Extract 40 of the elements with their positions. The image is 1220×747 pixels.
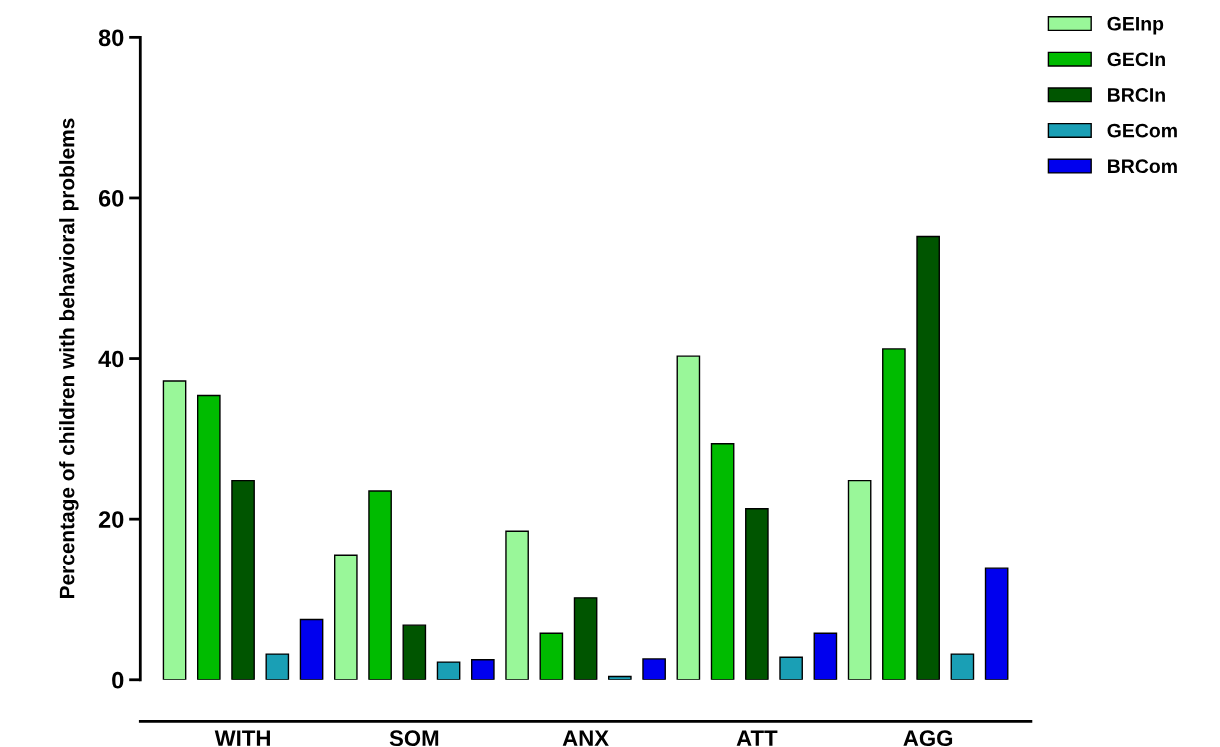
bar — [231, 479, 255, 680]
y-tick-label: 80 — [98, 29, 124, 47]
bar — [265, 653, 290, 680]
bar — [950, 653, 975, 680]
bar — [471, 658, 495, 680]
legend-label: GECIn — [1107, 52, 1165, 67]
bar — [368, 490, 392, 680]
y-axis-title: Percentage of children with behavioral problems — [59, 118, 79, 598]
x-tick-label: ATT — [736, 730, 778, 746]
x-tick-label: SOM — [389, 730, 439, 747]
x-tick-label: ANX — [562, 730, 609, 746]
bar — [916, 235, 940, 680]
bar — [539, 632, 564, 680]
x-tick-label: AGG — [903, 730, 953, 747]
bar — [436, 661, 461, 680]
bar — [162, 380, 187, 680]
bar — [847, 479, 872, 680]
bar — [710, 442, 735, 680]
legend-label: BRCom — [1108, 159, 1177, 174]
bar — [882, 348, 906, 680]
legend-label: GECom — [1107, 123, 1177, 138]
x-tick-label: WITH — [214, 730, 270, 746]
bar — [745, 508, 769, 680]
y-tick-label: 0 — [112, 671, 124, 689]
bar — [676, 355, 701, 680]
bar — [402, 624, 427, 680]
bar — [573, 597, 598, 680]
y-tick-label: 40 — [98, 350, 124, 368]
bar — [333, 554, 358, 680]
y-tick-label: 20 — [98, 511, 124, 528]
legend-label: GEInp — [1107, 16, 1164, 35]
legend-label: BRCIn — [1108, 88, 1165, 102]
bar — [813, 632, 838, 680]
bar — [505, 530, 529, 680]
y-tick-label: 60 — [98, 190, 124, 207]
bar — [984, 567, 1009, 680]
bar — [779, 656, 803, 680]
bar — [196, 394, 221, 680]
bar — [642, 658, 666, 680]
bar — [299, 618, 324, 680]
